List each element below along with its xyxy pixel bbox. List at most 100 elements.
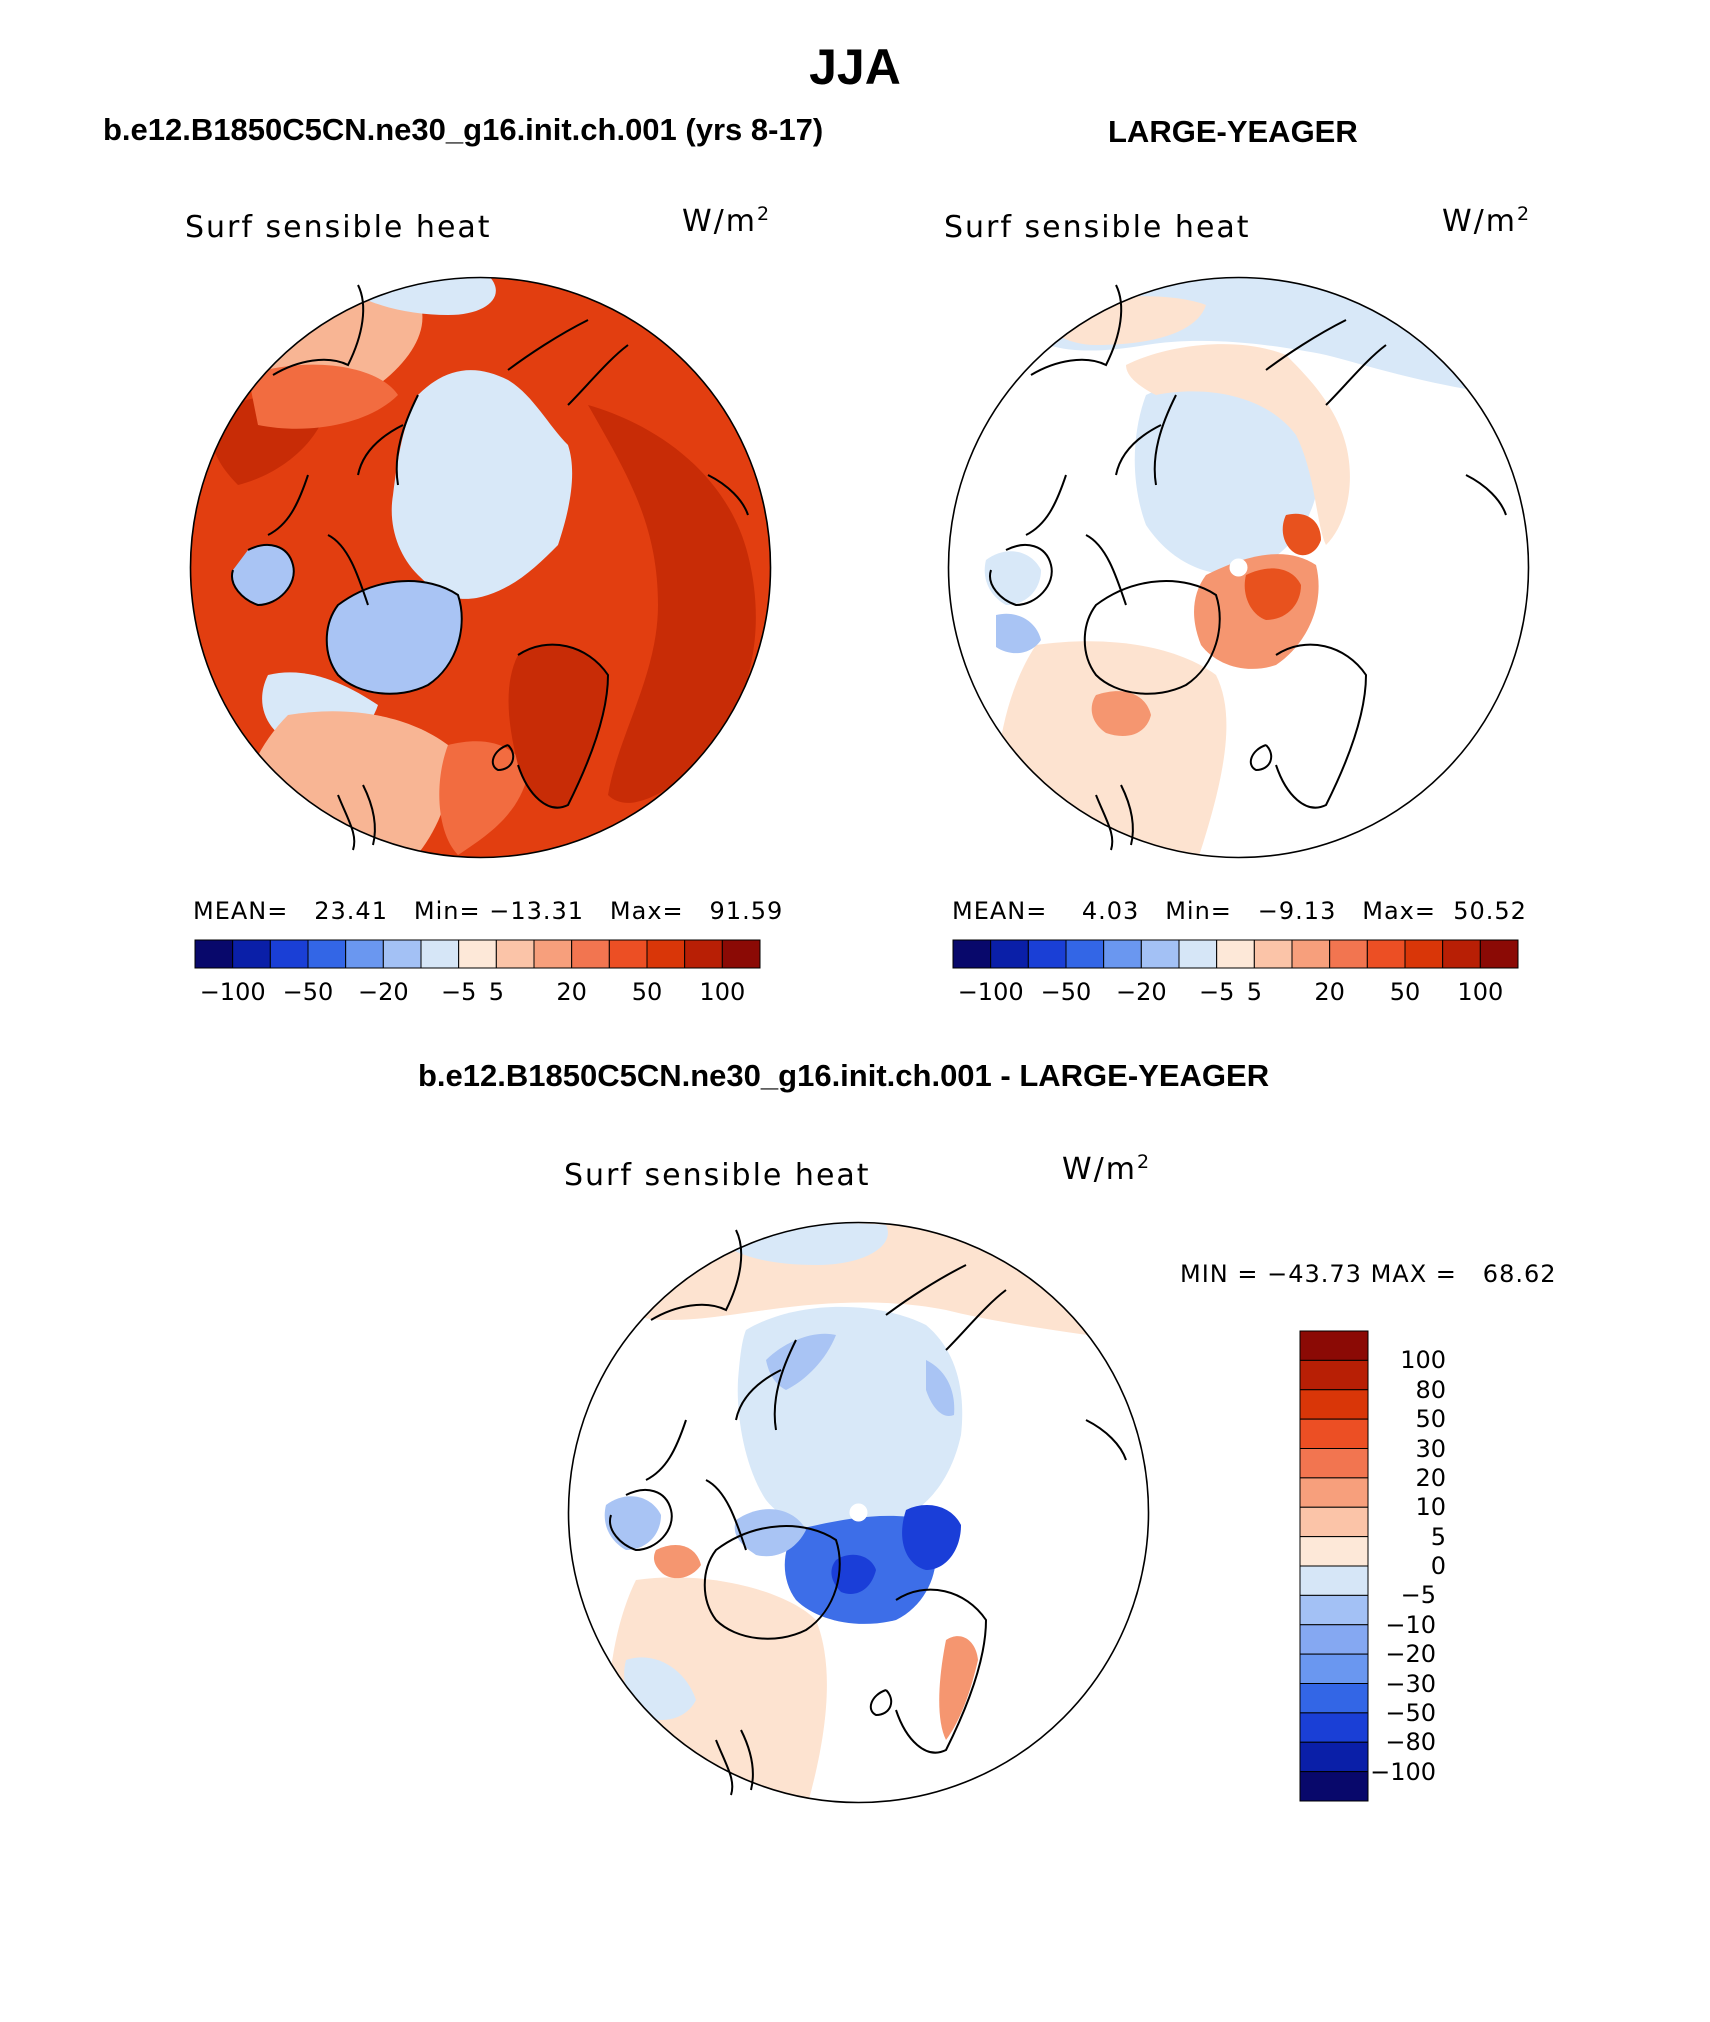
- colorbar-swatch: [1479, 939, 1519, 969]
- panel-1-colorbar: [194, 939, 761, 969]
- colorbar-swatch: [1299, 1653, 1369, 1684]
- panel-2-title: LARGE-YEAGER: [1108, 114, 1358, 149]
- colorbar-tick-label: 100: [1457, 978, 1504, 1006]
- page-title: JJA: [809, 39, 901, 95]
- colorbar-swatch: [990, 939, 1029, 969]
- colorbar-swatch: [345, 939, 384, 969]
- colorbar-swatch: [1299, 1624, 1369, 1655]
- panel-1-stats: MEAN= 23.41 Min= −13.31 Max= 91.59: [193, 897, 784, 925]
- panel-3-unit: W/m2: [1062, 1151, 1152, 1187]
- colorbar-swatch: [1299, 1448, 1369, 1479]
- panel-3-stats: MIN = −43.73 MAX = 68.62: [1180, 1260, 1557, 1288]
- colorbar-swatch: [1299, 1477, 1369, 1508]
- colorbar-swatch: [269, 939, 309, 969]
- colorbar-swatch: [1366, 939, 1406, 969]
- panel-3-colorbar-ticks: 100 80 50 30 20 10 5 0 −5 −10 −20 −30 −50 −80 −100: [1370, 1331, 1498, 1801]
- colorbar-swatch: [571, 939, 610, 969]
- colorbar-swatch: [952, 939, 992, 969]
- colorbar-swatch: [458, 939, 497, 969]
- panel-3-colorbar: [1299, 1330, 1369, 1802]
- panel-2-colorbar: [952, 939, 1519, 969]
- panel-1-map: [189, 276, 772, 859]
- panel-2-variable-label: Surf sensible heat: [944, 210, 1251, 245]
- colorbar-swatch: [1253, 939, 1293, 969]
- colorbar-swatch: [1178, 939, 1218, 969]
- colorbar-swatch: [1299, 1389, 1369, 1420]
- pole-hole-marker: [1229, 558, 1248, 577]
- colorbar-swatch: [420, 939, 460, 969]
- colorbar-swatch: [1299, 1536, 1369, 1567]
- colorbar-swatch: [1291, 939, 1331, 969]
- colorbar-tick-label: 100: [1400, 1346, 1446, 1375]
- colorbar-tick-label: 30: [1415, 1434, 1446, 1463]
- colorbar-tick-label: 0: [1430, 1552, 1446, 1580]
- panel-2-colorbar-ticks: −100 −50 −20 −5 5 20 50 100: [953, 978, 1518, 1008]
- colorbar-tick-label: −20: [1385, 1640, 1436, 1669]
- colorbar-swatch: [1140, 939, 1180, 969]
- colorbar-swatch: [1065, 939, 1105, 969]
- panel-2-map: [947, 276, 1530, 859]
- colorbar-swatch: [1299, 1506, 1369, 1538]
- colorbar-tick-label: −80: [1385, 1728, 1436, 1757]
- colorbar-swatch: [1299, 1594, 1369, 1626]
- colorbar-swatch: [1299, 1712, 1369, 1743]
- colorbar-tick-label: −100: [957, 978, 1024, 1006]
- colorbar-swatch: [1216, 939, 1255, 969]
- pole-hole-marker: [849, 1503, 868, 1522]
- colorbar-swatch: [232, 939, 271, 969]
- colorbar-swatch: [1299, 1683, 1369, 1714]
- colorbar-tick-label: 20: [1314, 978, 1345, 1006]
- colorbar-swatch: [1299, 1418, 1369, 1449]
- colorbar-swatch: [533, 939, 573, 969]
- colorbar-swatch: [646, 939, 686, 969]
- colorbar-tick-label: 100: [699, 978, 746, 1006]
- panel-1-title: b.e12.B1850C5CN.ne30_g16.init.ch.001 (yr…: [103, 112, 824, 147]
- colorbar-tick-label: −30: [1385, 1669, 1436, 1698]
- colorbar-tick-label: −100: [1370, 1757, 1436, 1786]
- colorbar-tick-label: −50: [282, 978, 334, 1006]
- colorbar-tick-label: −50: [1385, 1698, 1436, 1727]
- colorbar-swatch: [1299, 1741, 1369, 1773]
- colorbar-swatch: [307, 939, 347, 969]
- colorbar-swatch: [721, 939, 761, 969]
- panel-3-map: [567, 1221, 1150, 1804]
- colorbar-swatch: [1404, 939, 1444, 969]
- colorbar-tick-label: −50: [1040, 978, 1092, 1006]
- colorbar-tick-label: −20: [1116, 978, 1167, 1006]
- colorbar-tick-label: 5: [1430, 1522, 1446, 1551]
- colorbar-swatch: [1027, 939, 1067, 969]
- colorbar-swatch: [1299, 1330, 1369, 1361]
- colorbar-swatch: [684, 939, 723, 969]
- colorbar-tick-label: 50: [1389, 978, 1421, 1006]
- panel-2-unit: W/m2: [1442, 203, 1532, 239]
- colorbar-tick-label: 10: [1415, 1493, 1446, 1522]
- colorbar-tick-label: −5: [1198, 978, 1235, 1006]
- colorbar-swatch: [608, 939, 648, 969]
- colorbar-swatch: [1329, 939, 1368, 969]
- colorbar-swatch: [1299, 1359, 1369, 1391]
- colorbar-swatch: [382, 939, 422, 969]
- colorbar-tick-label: 20: [1415, 1463, 1446, 1492]
- colorbar-tick-label: −100: [199, 978, 266, 1006]
- colorbar-swatch: [194, 939, 234, 969]
- panel-3-coastlines: [609, 1229, 1127, 1796]
- panel-1-field: [190, 277, 771, 858]
- panel-3-title: b.e12.B1850C5CN.ne30_g16.init.ch.001 - L…: [418, 1058, 1270, 1093]
- colorbar-tick-label: 5: [1246, 978, 1262, 1006]
- colorbar-tick-label: −10: [1385, 1610, 1436, 1639]
- colorbar-swatch: [1103, 939, 1142, 969]
- colorbar-swatch: [1299, 1771, 1369, 1802]
- panel-1-variable-label: Surf sensible heat: [185, 210, 492, 245]
- colorbar-tick-label: −20: [358, 978, 409, 1006]
- colorbar-swatch: [495, 939, 535, 969]
- colorbar-tick-label: 20: [556, 978, 587, 1006]
- colorbar-tick-label: −5: [1400, 1581, 1436, 1610]
- colorbar-swatch: [1442, 939, 1481, 969]
- colorbar-swatch: [1299, 1565, 1369, 1596]
- panel-1-colorbar-ticks: −100 −50 −20 −5 5 20 50 100: [195, 978, 760, 1008]
- panel-2-stats: MEAN= 4.03 Min= −9.13 Max= 50.52: [952, 897, 1527, 925]
- panel-3-field: [568, 1222, 1149, 1803]
- panel-3-variable-label: Surf sensible heat: [564, 1158, 871, 1193]
- colorbar-tick-label: 50: [631, 978, 663, 1006]
- colorbar-tick-label: 50: [1415, 1405, 1446, 1434]
